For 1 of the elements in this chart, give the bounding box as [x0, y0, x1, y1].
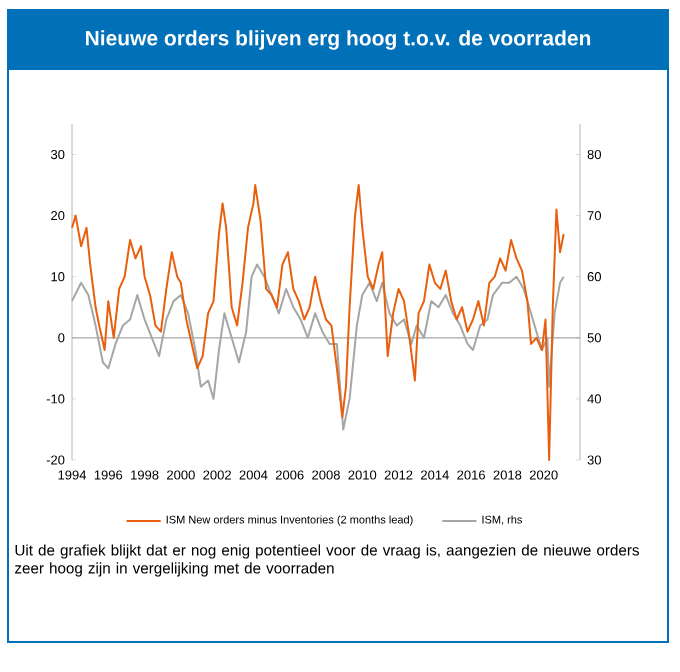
chart-title: Nieuwe orders blijven erg hoog t.o.v. de voorraden	[86, 30, 591, 50]
